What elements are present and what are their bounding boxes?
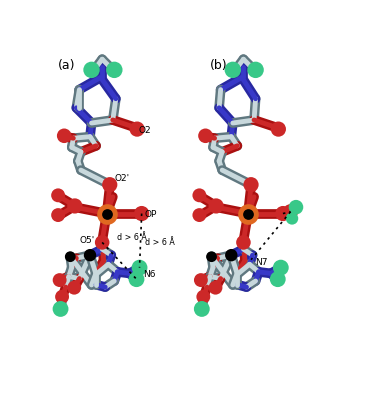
Point bbox=[67, 254, 73, 260]
Point bbox=[57, 306, 64, 312]
Point bbox=[293, 205, 299, 211]
Point bbox=[136, 265, 143, 271]
Point bbox=[202, 133, 209, 140]
Point bbox=[72, 203, 78, 210]
Text: (b): (b) bbox=[210, 59, 228, 71]
Point bbox=[209, 254, 215, 260]
Point bbox=[59, 294, 65, 300]
Point bbox=[289, 216, 295, 222]
Point bbox=[196, 192, 203, 199]
Point bbox=[280, 211, 286, 217]
Point bbox=[71, 285, 77, 291]
Point bbox=[55, 212, 61, 219]
Point bbox=[248, 182, 254, 188]
Point bbox=[240, 240, 247, 246]
Point bbox=[198, 277, 204, 284]
Text: d > 6 Å: d > 6 Å bbox=[145, 237, 174, 246]
Point bbox=[199, 306, 205, 312]
Point bbox=[245, 211, 251, 217]
Point bbox=[111, 67, 118, 74]
Point bbox=[89, 67, 95, 74]
Point bbox=[103, 211, 110, 217]
Text: d > 6 Å: d > 6 Å bbox=[117, 233, 147, 242]
Point bbox=[196, 212, 203, 219]
Text: (a): (a) bbox=[58, 59, 76, 71]
Point bbox=[107, 182, 113, 188]
Point bbox=[61, 133, 67, 140]
Point bbox=[87, 252, 93, 259]
Point bbox=[103, 211, 110, 217]
Point bbox=[134, 127, 140, 133]
Point bbox=[245, 211, 251, 217]
Text: N7: N7 bbox=[256, 257, 268, 266]
Text: O2: O2 bbox=[139, 126, 151, 135]
Point bbox=[230, 67, 236, 74]
Text: O2': O2' bbox=[114, 173, 129, 182]
Point bbox=[228, 252, 234, 259]
Text: N6: N6 bbox=[143, 269, 156, 278]
Point bbox=[138, 211, 145, 217]
Point bbox=[212, 285, 219, 291]
Point bbox=[200, 294, 207, 300]
Text: OP: OP bbox=[145, 210, 157, 219]
Point bbox=[213, 203, 219, 210]
Point bbox=[133, 276, 140, 283]
Text: O5': O5' bbox=[79, 235, 94, 244]
Point bbox=[287, 209, 294, 215]
Point bbox=[55, 192, 61, 199]
Point bbox=[99, 240, 105, 246]
Point bbox=[275, 127, 281, 133]
Point bbox=[252, 67, 259, 74]
Point bbox=[278, 265, 284, 271]
Point bbox=[56, 277, 63, 284]
Point bbox=[275, 276, 281, 283]
